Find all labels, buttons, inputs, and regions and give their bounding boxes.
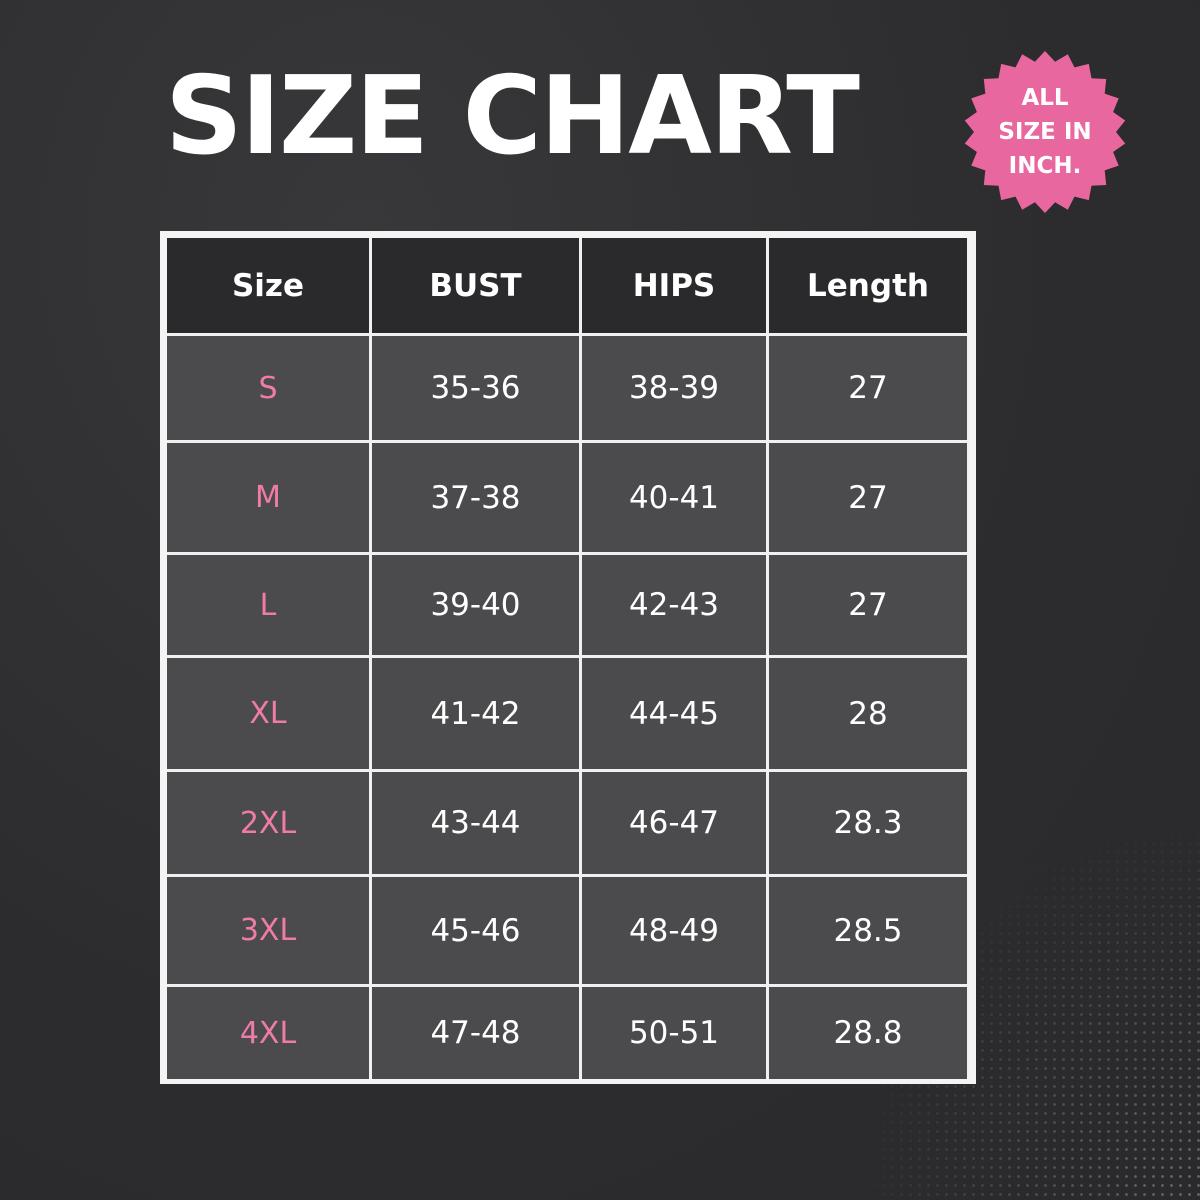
size-label-cell: XL [167, 658, 369, 769]
column-header: Size [167, 238, 369, 333]
size-table: Size BUST HIPS Length S 35-36 38-39 27 M 37-38 40-… [160, 231, 976, 1084]
size-label-cell: 4XL [167, 987, 369, 1079]
measurement-cell: 28.3 [769, 772, 967, 874]
size-label-cell: 2XL [167, 772, 369, 874]
size-label-cell: 3XL [167, 877, 369, 984]
badge-line: SIZE IN [998, 119, 1092, 145]
measurement-cell: 27 [769, 443, 967, 552]
measurement-cell: 43-44 [372, 772, 579, 874]
measurement-cell: 46-47 [582, 772, 766, 874]
measurement-cell: 27 [769, 336, 967, 440]
units-badge: ALL SIZE IN INCH. [963, 50, 1127, 214]
measurement-cell: 42-43 [582, 555, 766, 655]
measurement-cell: 44-45 [582, 658, 766, 769]
measurement-cell: 28 [769, 658, 967, 769]
starburst-shape [964, 51, 1126, 213]
measurement-cell: 41-42 [372, 658, 579, 769]
column-header: BUST [372, 238, 579, 333]
measurement-cell: 38-39 [582, 336, 766, 440]
measurement-cell: 37-38 [372, 443, 579, 552]
measurement-cell: 35-36 [372, 336, 579, 440]
badge-line: ALL [1021, 85, 1069, 111]
measurement-cell: 47-48 [372, 987, 579, 1079]
column-header: HIPS [582, 238, 766, 333]
measurement-cell: 39-40 [372, 555, 579, 655]
size-label-cell: S [167, 336, 369, 440]
starburst-icon [964, 51, 1126, 213]
measurement-cell: 28.5 [769, 877, 967, 984]
measurement-cell: 48-49 [582, 877, 766, 984]
measurement-cell: 45-46 [372, 877, 579, 984]
badge-line: INCH. [1008, 153, 1082, 179]
size-label-cell: M [167, 443, 369, 552]
measurement-cell: 28.8 [769, 987, 967, 1079]
page-title: SIZE CHART [165, 54, 860, 179]
column-header: Length [769, 238, 967, 333]
size-label-cell: L [167, 555, 369, 655]
measurement-cell: 50-51 [582, 987, 766, 1079]
measurement-cell: 27 [769, 555, 967, 655]
measurement-cell: 40-41 [582, 443, 766, 552]
